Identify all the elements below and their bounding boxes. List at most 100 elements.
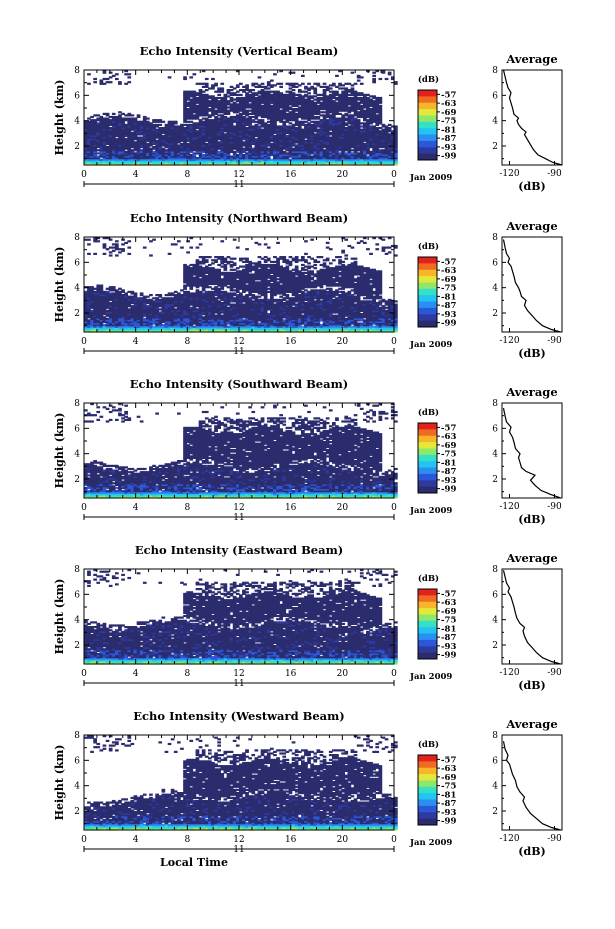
heatmap-cell	[142, 144, 147, 147]
heatmap-cell	[133, 142, 138, 145]
heatmap-cell	[111, 150, 116, 153]
heatmap-cell	[142, 136, 147, 139]
heatmap-cell	[183, 161, 187, 164]
heatmap-cell	[96, 117, 101, 120]
heatmap-cell	[186, 149, 190, 152]
heatmap-cell	[118, 147, 122, 150]
heatmap-cell	[198, 134, 203, 138]
heatmap-cell	[139, 141, 144, 144]
heatmap-cell	[96, 146, 101, 149]
heatmap-cell	[96, 144, 101, 147]
heatmap-cell	[121, 142, 125, 145]
heatmap-cell	[93, 144, 97, 147]
heatmap-cell	[84, 161, 88, 164]
heatmap-cell	[99, 82, 104, 85]
heatmap-cell	[186, 96, 190, 100]
heatmap-cell	[139, 136, 144, 139]
heatmap-cell	[149, 128, 153, 131]
heatmap-cell	[195, 133, 200, 136]
heatmap-cell	[183, 146, 187, 149]
heatmap-cell	[124, 133, 128, 136]
heatmap-cell	[133, 153, 138, 157]
heatmap-cell	[161, 136, 166, 139]
heatmap-cell	[102, 146, 107, 149]
heatmap-cell	[183, 77, 187, 81]
heatmap-cell	[115, 131, 119, 134]
heatmap-cell	[158, 136, 163, 139]
heatmap-cell	[139, 138, 144, 141]
heatmap-cell	[130, 120, 135, 123]
heatmap-cell	[170, 127, 175, 130]
heatmap-cell	[186, 108, 190, 111]
heatmap-cell	[161, 138, 166, 141]
heatmap-cell	[136, 115, 141, 119]
heatmap-cell	[387, 71, 392, 74]
heatmap-cell	[146, 150, 150, 153]
heatmap-cell	[99, 127, 104, 130]
heatmap-cell	[161, 120, 166, 123]
heatmap-cell	[186, 115, 190, 119]
heatmap-cell	[133, 123, 138, 126]
heatmap-cell	[173, 144, 178, 147]
heatmap-cell	[84, 150, 88, 153]
heatmap-cell	[189, 141, 194, 144]
heatmap-cell	[124, 128, 128, 131]
profile-x-tick-label: -120	[499, 169, 519, 179]
heatmap-cell	[105, 133, 110, 136]
heatmap-cell	[121, 123, 125, 126]
heatmap-cell	[350, 71, 355, 74]
heatmap-cell	[149, 254, 153, 257]
heatmap-cell	[183, 128, 187, 131]
heatmap-cell	[155, 133, 159, 136]
heatmap-cell	[108, 134, 113, 138]
heatmap-cell	[118, 142, 122, 145]
heatmap-cell	[167, 125, 172, 128]
heatmap-cell	[201, 157, 206, 160]
heatmap-cell	[152, 123, 156, 126]
heatmap-cell	[164, 152, 169, 155]
heatmap-cell	[136, 147, 141, 150]
heatmap-cell	[93, 155, 97, 158]
heatmap-cell	[180, 144, 184, 147]
heatmap-cell	[124, 114, 128, 117]
heatmap-cell	[164, 160, 169, 163]
heatmap-cell	[164, 149, 169, 152]
heatmap-cell	[195, 112, 200, 115]
heatmap-cell	[189, 98, 194, 101]
heatmap-cell	[121, 152, 125, 155]
heatmap-cell	[108, 153, 113, 157]
heatmap-cell	[127, 152, 132, 155]
heatmap-cell	[127, 76, 132, 79]
heatmap-cell	[108, 133, 113, 136]
heatmap-cell	[84, 153, 88, 157]
heatmap-cell	[90, 152, 94, 155]
heatmap-cell	[136, 125, 141, 128]
heatmap-cell	[111, 153, 116, 157]
heatmap-cell	[291, 89, 296, 92]
heatmap-cell	[108, 254, 113, 257]
heatmap-cell	[127, 112, 132, 115]
heatmap-cell	[251, 89, 256, 92]
heatmap-cell	[186, 90, 190, 93]
heatmap-cell	[335, 90, 339, 93]
heatmap-cell	[186, 139, 190, 142]
heatmap-cell	[195, 146, 200, 149]
heatmap-cell	[180, 161, 184, 164]
heatmap-cell	[84, 160, 88, 163]
heatmap-cell	[152, 127, 156, 130]
heatmap-cell	[161, 149, 166, 152]
heatmap-cell	[273, 73, 277, 76]
heatmap-cell	[102, 141, 107, 144]
heatmap-cell	[102, 149, 107, 152]
heatmap-cell	[195, 141, 200, 144]
heatmap-cells	[84, 70, 398, 166]
heatmap-cell	[183, 111, 187, 114]
heatmap-cell	[118, 130, 122, 133]
heatmap-cell	[130, 134, 135, 138]
heatmap-cell	[198, 125, 203, 128]
heatmap-cell	[189, 100, 194, 103]
heatmap-cell	[149, 149, 153, 152]
heatmap-cell	[108, 150, 113, 153]
heatmap-cell	[142, 133, 147, 136]
heatmap-cell	[192, 149, 197, 152]
